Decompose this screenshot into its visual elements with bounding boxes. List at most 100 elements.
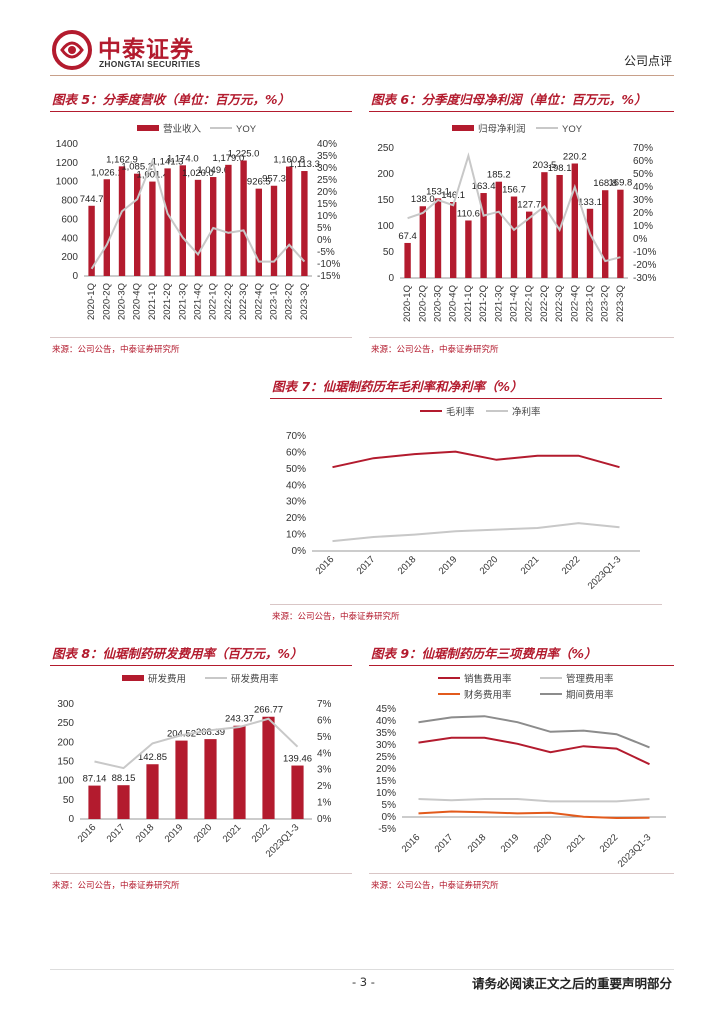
fig9-xtick-label: 2016 [400, 832, 423, 855]
fig8-bar-label: 87.14 [83, 774, 107, 785]
fig6-bar-label: 198.1 [548, 163, 572, 174]
fig6-ytick-right: 10% [633, 221, 653, 232]
fig6-xtick-label: 2020-1Q [402, 285, 413, 322]
fig6-ytick-left: 100 [377, 221, 394, 232]
fig6-bar [571, 163, 578, 278]
fig7-legend-label: 毛利率 [446, 406, 475, 418]
fig6-ytick-right: 70% [633, 143, 653, 154]
fig6-bar-label: 156.7 [502, 185, 526, 196]
fig6-ytick-right: 20% [633, 208, 653, 219]
fig9-title: 图表 9：仙琚制药历年三项费用率（%） [371, 646, 597, 661]
fig5-ytick-right: 40% [317, 139, 337, 150]
fig9-ytick-left: 30% [376, 740, 396, 751]
fig8-bar [262, 716, 275, 819]
fig5-ytick-left: 600 [61, 214, 78, 225]
fig9-legend-label: 财务费用率 [464, 689, 512, 701]
fig5-bar-label: 926.5 [247, 177, 271, 188]
fig8-ytick-right: 3% [317, 765, 332, 776]
fig8-xtick-label: 2022 [250, 822, 273, 845]
fig5-xtick-label: 2020-2Q [101, 283, 112, 320]
fig9-xtick-label: 2021 [565, 832, 588, 855]
fig6-title-rule [369, 111, 674, 112]
fig5-ytick-right: -15% [317, 271, 340, 282]
fig6-bar-label: 163.4 [472, 181, 496, 192]
fig5-xtick-label: 2022-3Q [238, 283, 249, 320]
fig5-bar [103, 179, 110, 276]
fig7-ytick-left: 0% [292, 546, 307, 557]
fig8-ytick-right: 6% [317, 715, 332, 726]
fig5-source: 来源：公司公告，中泰证券研究所 [52, 345, 180, 355]
fig8-bar-label: 88.15 [112, 773, 136, 784]
fig6-bar [404, 242, 411, 278]
fig8-legend-label: 研发费用 [148, 673, 186, 685]
fig9-title-rule [369, 665, 674, 666]
fig5-ytick-right: 25% [317, 175, 337, 186]
fig6-bar [602, 190, 609, 278]
fig5-ytick-left: 1400 [56, 139, 79, 150]
fig5-series-line [90, 157, 306, 270]
fig6-ytick-left: 50 [383, 247, 395, 258]
fig5-source-rule [50, 337, 352, 338]
fig8-ytick-left: 300 [57, 699, 74, 710]
fig5-bar [255, 188, 262, 276]
fig6-xtick-label: 2021-2Q [478, 285, 489, 322]
fig6-xtick-label: 2022-1Q [524, 285, 535, 322]
fig5-xtick-label: 2020-4Q [132, 283, 143, 320]
fig6-series-line [407, 152, 621, 263]
fig6-legend-label: 归母净利润 [478, 123, 526, 135]
fig8-ytick-left: 100 [57, 776, 74, 787]
fig7-source: 来源：公司公告，中泰证券研究所 [272, 612, 400, 622]
fig5-bar-label: 1,225.0 [228, 149, 260, 160]
fig8-ytick-right: 1% [317, 798, 332, 809]
fig5-ytick-right: -10% [317, 259, 340, 270]
fig5-ytick-right: 5% [317, 223, 332, 234]
fig6-ytick-left: 150 [377, 195, 394, 206]
header-rule [50, 75, 674, 76]
fig5-ytick-left: 400 [61, 233, 78, 244]
fig5-bar-label: 1,001.4 [137, 170, 169, 181]
fig9-legend-label: 期间费用率 [566, 689, 614, 701]
fig7-title: 图表 7：仙琚制药历年毛利率和净利率（%） [272, 379, 523, 394]
fig8-source: 来源：公司公告，中泰证券研究所 [52, 881, 180, 891]
fig5-bar-label: 1,160.8 [273, 155, 305, 166]
fig6-xtick-label: 2020-4Q [448, 285, 459, 322]
fig7-ytick-left: 20% [286, 513, 306, 524]
fig6-xtick-label: 2022-4Q [569, 285, 580, 322]
fig5-bar [118, 166, 126, 276]
fig9-xtick-label: 2018 [466, 832, 489, 855]
fig5-bar-label: 957.3 [262, 174, 286, 185]
fig5-legend-swatch [137, 125, 159, 131]
fig7-xtick-label: 2022 [560, 554, 583, 577]
fig8-ytick-right: 0% [317, 814, 332, 825]
fig8-xtick-label: 2019 [163, 822, 186, 845]
fig5-legend-label: YOY [236, 124, 257, 135]
fig8-ytick-left: 50 [63, 795, 75, 806]
company-logo [52, 30, 92, 70]
fig6-bar [510, 196, 518, 278]
fig5-ytick-right: 30% [317, 163, 337, 174]
fig8-series-line [94, 717, 299, 770]
fig6-source-rule [369, 337, 674, 338]
fig5-xtick-label: 2023-1Q [269, 283, 280, 320]
fig5-ytick-left: 800 [61, 196, 78, 207]
fig5-ytick-right: 10% [317, 211, 337, 222]
fig5-bar [286, 166, 293, 276]
fig9-ytick-left: 25% [376, 752, 396, 763]
fig8-xtick-label: 2017 [105, 822, 128, 845]
fig8-ytick-left: 0 [68, 814, 74, 825]
fig6-bar [495, 181, 502, 278]
fig7-source-rule [270, 604, 662, 605]
fig7-xtick-label: 2021 [519, 554, 542, 577]
fig6-ytick-right: 30% [633, 195, 653, 206]
fig6-xtick-label: 2022-2Q [539, 285, 550, 322]
fig5-bar-label: 1,085.2 [121, 162, 153, 173]
fig9-ytick-left: 15% [376, 776, 396, 787]
fig5-ytick-left: 1200 [56, 158, 79, 169]
fig5-bar [194, 179, 202, 276]
fig7-series-line [332, 522, 620, 543]
fig5-xtick-label: 2022-4Q [253, 283, 264, 320]
fig9-ytick-left: 5% [382, 800, 397, 811]
fig9-legend-label: 销售费用率 [464, 673, 512, 685]
fig5-bar-label: 1,162.9 [106, 154, 138, 165]
fig8-source-rule [50, 873, 352, 874]
